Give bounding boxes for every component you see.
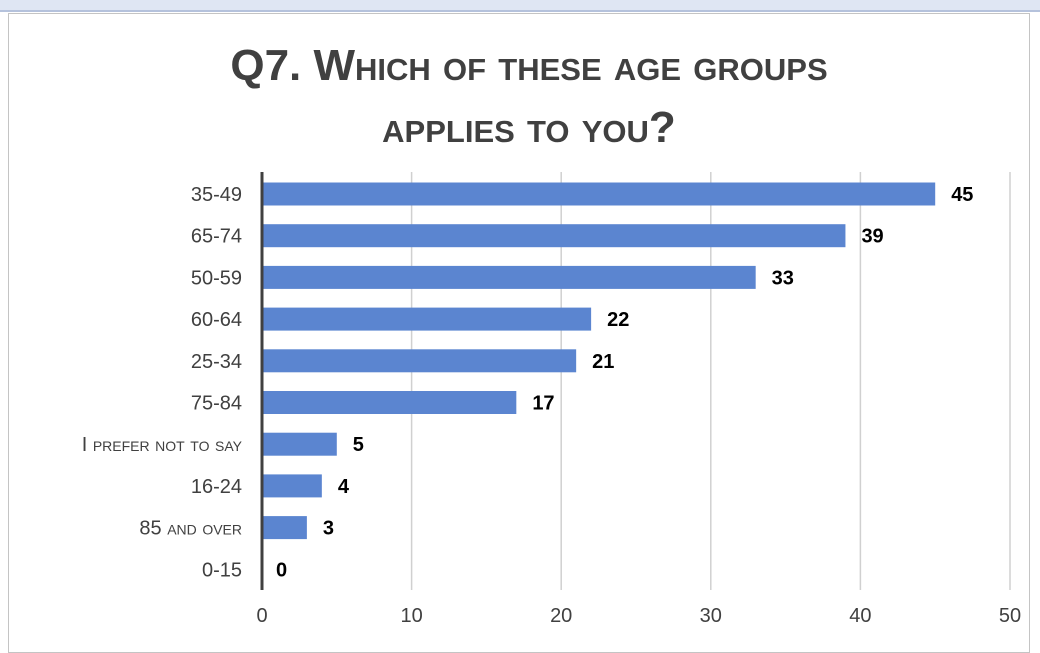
x-tick-label-0: 0 bbox=[256, 605, 267, 627]
data-label-9: 0 bbox=[276, 559, 287, 581]
data-label-3: 22 bbox=[607, 309, 629, 331]
data-label-0: 45 bbox=[951, 184, 973, 206]
category-label-2: 50-59 bbox=[191, 267, 242, 289]
chart-title-line-2: applies to you? bbox=[382, 103, 676, 152]
x-tick-label-1: 10 bbox=[400, 605, 422, 627]
bar-2 bbox=[262, 265, 756, 289]
category-label-9: 0-15 bbox=[202, 559, 242, 581]
data-label-8: 3 bbox=[323, 518, 334, 540]
data-label-7: 4 bbox=[338, 476, 350, 498]
bar-8 bbox=[262, 516, 307, 540]
data-label-6: 5 bbox=[353, 434, 364, 456]
x-tick-label-5: 50 bbox=[999, 605, 1021, 627]
category-label-6: I prefer not to say bbox=[82, 434, 243, 456]
data-label-2: 33 bbox=[772, 267, 794, 289]
category-label-3: 60-64 bbox=[191, 309, 242, 331]
chart-title-line-1: Q7. Which of these age groups bbox=[230, 41, 828, 90]
bar-4 bbox=[262, 349, 577, 373]
category-label-7: 16-24 bbox=[191, 476, 242, 498]
x-tick-label-4: 40 bbox=[849, 605, 871, 627]
bar-5 bbox=[262, 391, 517, 414]
data-label-1: 39 bbox=[861, 226, 883, 248]
bar-3 bbox=[262, 307, 592, 331]
category-label-5: 75-84 bbox=[191, 393, 242, 415]
category-label-0: 35-49 bbox=[191, 184, 242, 206]
category-label-4: 25-34 bbox=[191, 351, 242, 373]
x-tick-label-2: 20 bbox=[550, 605, 572, 627]
bar-6 bbox=[262, 432, 337, 456]
bar-1 bbox=[262, 224, 846, 248]
category-label-8: 85 and over bbox=[139, 518, 242, 540]
bar-0 bbox=[262, 182, 936, 206]
data-label-5: 17 bbox=[532, 393, 554, 415]
chart-title: Q7. Which of these age groups applies to… bbox=[0, 35, 1040, 159]
data-label-4: 21 bbox=[592, 351, 614, 373]
window-top-strip bbox=[0, 0, 1040, 12]
x-tick-label-3: 30 bbox=[700, 605, 722, 627]
category-label-1: 65-74 bbox=[191, 226, 242, 248]
bar-7 bbox=[262, 474, 322, 498]
